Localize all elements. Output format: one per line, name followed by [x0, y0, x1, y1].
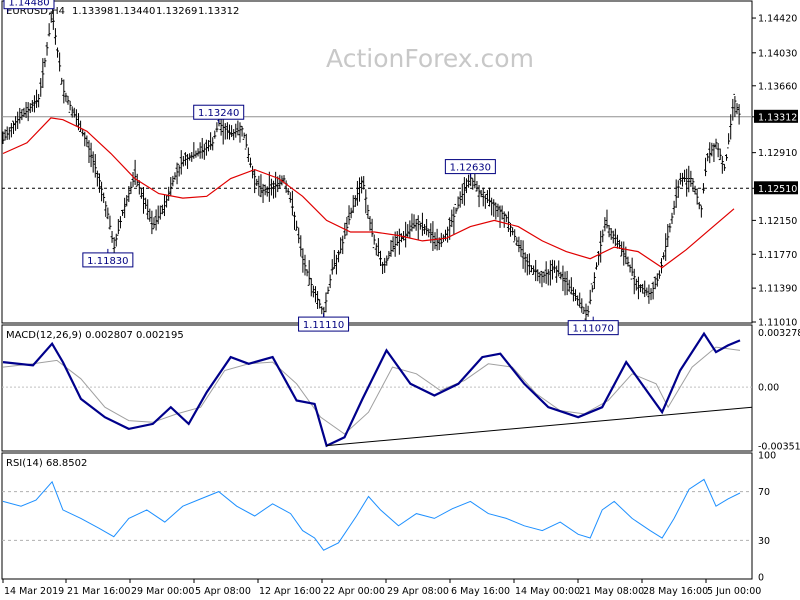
price-axis-tick: 1.11390 [758, 284, 797, 295]
annotation-label: 1.14480 [8, 0, 49, 9]
macd-axis-tick: 0.003278 [758, 328, 800, 339]
price-axis-tick: 1.11770 [758, 250, 797, 261]
time-axis-label: 14 Mar 2019 [4, 586, 64, 597]
rsi-line [2, 478, 741, 551]
moving-average-line [2, 117, 735, 269]
annotation-box [444, 159, 496, 175]
time-axis-label: 6 May 16:00 [451, 586, 510, 597]
time-axis-label: 29 Mar 00:00 [131, 586, 194, 597]
macd-axis-tick: 0.00 [758, 383, 779, 394]
time-axis-label: 5 Apr 08:00 [195, 586, 251, 597]
annotation-box [567, 320, 619, 336]
time-axis-label: 14 May 00:00 [515, 586, 580, 597]
macd-pane [1, 324, 753, 452]
annotation-label: 1.11110 [303, 320, 344, 331]
watermark: ActionForex.com [326, 44, 534, 73]
rsi-title: RSI(14) 68.8502 [6, 458, 87, 469]
macd-signal-line [2, 346, 741, 435]
rsi-axis-tick: 70 [758, 487, 770, 498]
price-axis-tick: 1.12150 [758, 216, 797, 227]
rsi-axis-tick: 0 [758, 573, 764, 584]
macd-trendline [326, 406, 753, 447]
rsi-axis-tick: 30 [758, 536, 770, 547]
annotation-label: 1.13240 [198, 108, 239, 119]
macd-main-line [2, 331, 741, 448]
annotation-box [82, 252, 134, 268]
price-pane [1, 0, 753, 324]
annotation-label: 1.11830 [87, 256, 128, 267]
price-title: EURUSD,H4 [6, 6, 65, 17]
price-axis-tick: 1.13312 [758, 112, 797, 123]
price-axis-tick: 1.12910 [758, 148, 797, 159]
macd-title: MACD(12,26,9) 0.002807 0.002195 [6, 330, 184, 341]
rsi-axis-tick: 100 [758, 451, 776, 462]
rsi-pane [1, 452, 753, 580]
price-axis-tick: 1.14030 [758, 48, 797, 59]
time-axis-label: 22 Apr 00:00 [323, 586, 385, 597]
price-tag-box [754, 109, 798, 123]
price-tag-box [754, 181, 798, 195]
macd-axis-tick: -0.003519 [758, 441, 800, 452]
time-axis-label: 21 May 08:00 [579, 586, 644, 597]
time-axis-label: 21 Mar 16:00 [67, 586, 130, 597]
price-axis-tick: 1.11010 [758, 318, 797, 329]
price-axis-tick: 1.14420 [758, 14, 797, 25]
ohlc-close: 1.13312 [198, 6, 239, 17]
ohlc-high: 1.13440 [114, 6, 155, 17]
ohlc-open: 1.13398 [72, 6, 113, 17]
annotation-label: 1.11070 [573, 324, 614, 335]
time-axis-label: 28 May 16:00 [643, 586, 708, 597]
annotation-box [3, 0, 55, 10]
annotation-label: 1.12630 [450, 163, 491, 174]
time-axis-label: 12 Apr 16:00 [259, 586, 321, 597]
time-axis-label: 5 Jun 00:00 [707, 586, 761, 597]
ohlc-low: 1.13269 [156, 6, 197, 17]
price-axis-tick: 1.13660 [758, 81, 797, 92]
annotation-box [193, 104, 245, 120]
time-axis-label: 29 Apr 08:00 [387, 586, 449, 597]
price-axis-tick: 1.12510 [758, 184, 797, 195]
annotation-box [298, 316, 350, 332]
